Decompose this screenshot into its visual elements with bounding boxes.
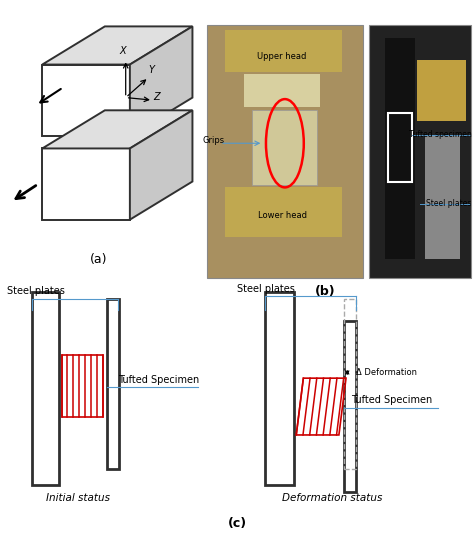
Text: Grips: Grips bbox=[202, 136, 225, 145]
Text: Steel plates: Steel plates bbox=[7, 286, 65, 296]
Text: Tufted Specimen: Tufted Specimen bbox=[118, 375, 200, 385]
Text: X: X bbox=[119, 47, 126, 56]
Bar bbox=[425, 135, 460, 259]
Bar bbox=[226, 187, 342, 237]
Bar bbox=[417, 61, 466, 121]
Text: Upper head: Upper head bbox=[257, 52, 307, 61]
Text: Deformation status: Deformation status bbox=[282, 493, 382, 503]
Bar bbox=[207, 24, 363, 279]
Text: Steel plates: Steel plates bbox=[237, 284, 295, 294]
Text: (b): (b) bbox=[315, 285, 336, 298]
Text: Z: Z bbox=[154, 92, 160, 102]
Polygon shape bbox=[42, 110, 192, 148]
Bar bbox=[385, 38, 415, 259]
Bar bbox=[253, 110, 317, 184]
Bar bbox=[369, 24, 471, 279]
Text: Tufted Specimen: Tufted Specimen bbox=[351, 395, 432, 405]
Bar bbox=[344, 321, 356, 492]
Bar bbox=[226, 30, 342, 71]
Polygon shape bbox=[42, 148, 130, 220]
Polygon shape bbox=[42, 27, 192, 64]
Text: (c): (c) bbox=[228, 517, 246, 530]
Text: Y: Y bbox=[149, 65, 155, 75]
Bar bbox=[245, 74, 320, 107]
Text: Δ Deformation: Δ Deformation bbox=[356, 368, 417, 377]
Bar bbox=[265, 292, 294, 485]
Bar bbox=[388, 113, 412, 182]
Polygon shape bbox=[42, 64, 130, 136]
Bar bbox=[32, 292, 59, 485]
Text: (a): (a) bbox=[90, 253, 107, 266]
Text: Tufted specimen: Tufted specimen bbox=[409, 130, 471, 140]
Text: Steel plates: Steel plates bbox=[426, 200, 471, 208]
Text: Initial status: Initial status bbox=[46, 493, 109, 503]
Bar bbox=[344, 299, 356, 469]
Polygon shape bbox=[130, 27, 192, 136]
Bar bbox=[107, 299, 118, 469]
Polygon shape bbox=[130, 110, 192, 220]
Bar bbox=[62, 355, 102, 417]
Text: Lower head: Lower head bbox=[258, 211, 307, 220]
